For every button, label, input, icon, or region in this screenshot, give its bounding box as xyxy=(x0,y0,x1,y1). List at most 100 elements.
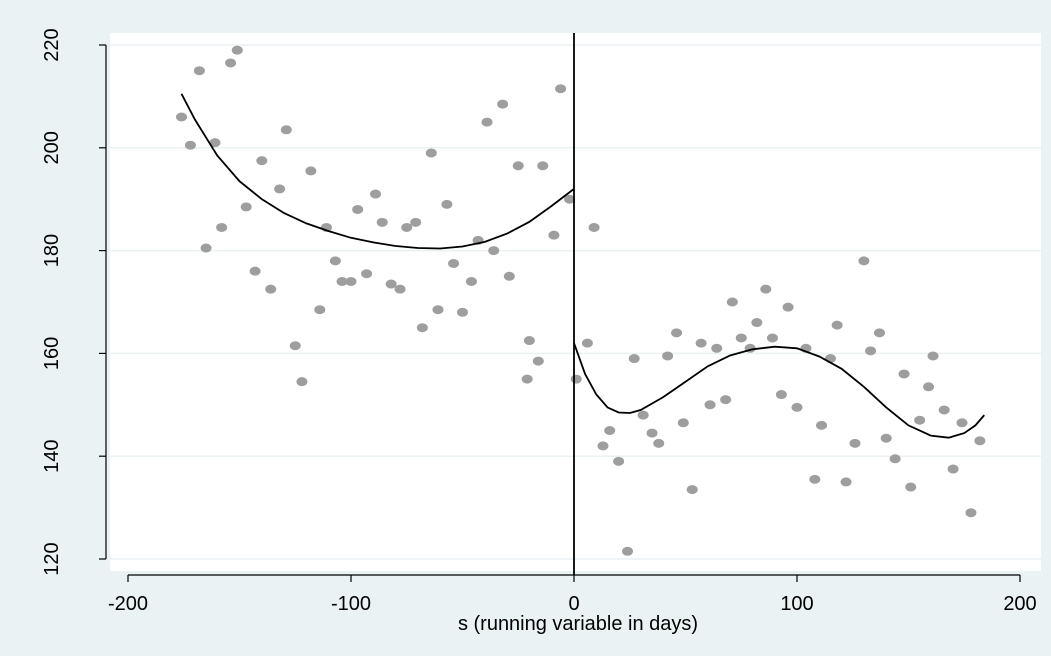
fit-line xyxy=(180,93,575,250)
scatter-point xyxy=(947,464,959,474)
scatter-point xyxy=(432,305,444,315)
x-tick-label: 100 xyxy=(780,593,813,615)
y-tick-label: 120 xyxy=(41,542,63,575)
scatter-point xyxy=(503,271,515,281)
scatter-point xyxy=(425,148,437,158)
scatter-point xyxy=(314,305,326,315)
scatter-point xyxy=(274,184,286,194)
scatter-point xyxy=(840,477,852,487)
scatter-point xyxy=(416,323,428,333)
scatter-point xyxy=(923,382,935,392)
scatter-point xyxy=(927,351,939,361)
scatter-point xyxy=(782,302,794,312)
scatter-point xyxy=(974,436,986,446)
scatter-point xyxy=(956,418,968,428)
scatter-point xyxy=(735,333,747,343)
plot-area xyxy=(110,33,1041,571)
scatter-point xyxy=(726,297,738,307)
x-tick-label: 0 xyxy=(568,593,579,615)
scatter-point xyxy=(488,246,500,256)
scatter-point xyxy=(394,284,406,294)
scatter-point xyxy=(441,199,453,209)
scatter-point xyxy=(604,426,616,435)
scatter-point xyxy=(521,374,533,384)
scatter-point xyxy=(256,156,268,166)
scatter-point xyxy=(831,320,843,330)
scatter-point xyxy=(401,222,413,232)
scatter-point xyxy=(537,161,549,171)
x-axis-title: s (running variable in days) xyxy=(458,613,698,635)
scatter-point xyxy=(548,230,560,240)
scatter-point xyxy=(613,456,625,466)
y-tick-label: 140 xyxy=(41,440,63,473)
scatter-point xyxy=(457,307,468,317)
scatter-point xyxy=(345,276,357,286)
scatter-point xyxy=(555,84,567,94)
scatter-point xyxy=(265,284,277,294)
scatter-point xyxy=(564,194,576,204)
scatter-point xyxy=(370,189,382,199)
scatter-point xyxy=(329,256,341,266)
scatter-point xyxy=(637,410,649,420)
scatter-point xyxy=(240,202,252,212)
scatter-point xyxy=(849,438,861,448)
scatter-point xyxy=(497,99,509,109)
scatter-point xyxy=(760,284,772,294)
scatter-point xyxy=(809,474,821,484)
scatter-point xyxy=(874,328,886,338)
scatter-point xyxy=(938,405,950,415)
scatter-point xyxy=(410,217,422,227)
scatter-point xyxy=(597,441,609,451)
scatter-point xyxy=(914,415,926,425)
y-tick-label: 220 xyxy=(41,28,63,61)
x-tick-label: -100 xyxy=(331,593,371,615)
scatter-point xyxy=(671,328,683,338)
scatter-point xyxy=(775,390,787,400)
scatter-point xyxy=(512,161,524,171)
scatter-point xyxy=(695,338,707,348)
scatter-point xyxy=(858,256,870,266)
y-tick-label: 180 xyxy=(41,234,63,267)
scatter-point xyxy=(686,485,698,495)
scatter-point xyxy=(628,354,640,364)
scatter-point xyxy=(305,166,317,176)
scatter-point xyxy=(280,125,292,135)
scatter-point xyxy=(898,369,910,379)
scatter-point xyxy=(523,336,535,346)
scatter-point xyxy=(176,112,188,122)
scatter-point xyxy=(965,508,977,518)
scatter-point xyxy=(704,400,716,410)
scatter-point xyxy=(905,482,917,492)
scatter-point xyxy=(588,222,600,232)
scatter-point xyxy=(225,58,237,68)
scatter-point xyxy=(791,402,803,412)
scatter-point xyxy=(581,338,593,348)
scatter-point xyxy=(570,374,582,384)
grid-layer xyxy=(110,44,1041,560)
scatter-point xyxy=(231,45,243,55)
scatter-point xyxy=(481,117,493,127)
scatter-point xyxy=(296,377,308,387)
scatter-point xyxy=(385,279,397,289)
fit-line xyxy=(573,342,985,439)
scatter-point xyxy=(766,333,778,343)
scatter-point xyxy=(677,418,689,428)
axes-layer: -200 -100 0 100 200 120 140 160 180 200 220 xyxy=(41,28,1037,615)
scatter-point xyxy=(816,420,828,430)
scatter-point xyxy=(711,343,723,353)
scatter-point xyxy=(448,258,460,268)
x-tick-label: -200 xyxy=(108,593,148,615)
scatter-point xyxy=(662,351,674,361)
scatter-point xyxy=(646,428,658,438)
scatter-point xyxy=(465,276,477,286)
scatter-point xyxy=(216,222,228,232)
scatter-point xyxy=(336,276,348,286)
scatter-point xyxy=(352,204,364,214)
scatter-point xyxy=(720,395,732,405)
scatter-point xyxy=(209,138,221,148)
scatter-point xyxy=(889,454,901,464)
fit-lines-layer xyxy=(180,93,985,439)
scatter-point xyxy=(751,318,763,328)
